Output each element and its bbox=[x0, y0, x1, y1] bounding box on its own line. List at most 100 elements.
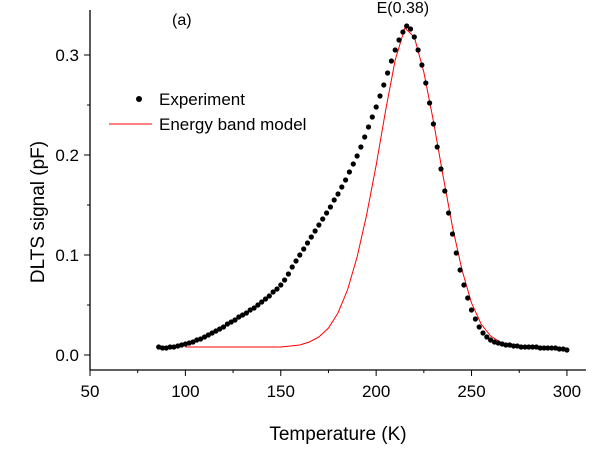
x-tick-label: 50 bbox=[81, 382, 100, 401]
experiment-point bbox=[522, 344, 528, 350]
experiment-point bbox=[259, 299, 265, 305]
experiment-point bbox=[423, 80, 429, 86]
legend: Experiment Energy band model bbox=[109, 90, 306, 134]
experiment-point bbox=[392, 47, 398, 53]
experiment-point bbox=[255, 302, 261, 308]
experiment-point bbox=[549, 345, 555, 351]
experiment-point bbox=[377, 93, 383, 99]
experiment-point bbox=[415, 47, 421, 53]
experiment-point bbox=[362, 134, 368, 140]
experiment-point bbox=[304, 240, 311, 246]
x-tick-label: 100 bbox=[171, 382, 199, 401]
experiment-point bbox=[247, 307, 253, 313]
y-axis-title: DLTS signal (pF) bbox=[28, 141, 49, 283]
y-tick-label: 0.0 bbox=[55, 346, 79, 365]
experiment-point bbox=[430, 121, 436, 127]
experiment-point bbox=[251, 305, 257, 311]
experiment-point bbox=[316, 222, 322, 228]
experiment-point bbox=[510, 343, 517, 349]
x-axis: 50 100 150 200 250 300 bbox=[81, 370, 581, 401]
experiment-point bbox=[278, 282, 284, 288]
legend-experiment-label: Experiment bbox=[159, 90, 245, 109]
experiment-point bbox=[484, 334, 490, 340]
experiment-point bbox=[369, 114, 375, 120]
experiment-point bbox=[270, 289, 276, 295]
y-tick-label: 0.3 bbox=[55, 46, 79, 65]
model-series bbox=[185, 27, 567, 349]
experiment-point bbox=[373, 104, 379, 110]
experiment-point bbox=[453, 250, 459, 256]
panel-label: (a) bbox=[172, 12, 192, 29]
experiment-point bbox=[480, 330, 486, 336]
experiment-point bbox=[434, 144, 440, 150]
experiment-point bbox=[427, 100, 433, 106]
experiment-point bbox=[438, 166, 444, 172]
experiment-point bbox=[297, 252, 303, 258]
experiment-point bbox=[350, 161, 356, 167]
experiment-point bbox=[365, 124, 372, 130]
experiment-point bbox=[335, 191, 341, 197]
experiment-point bbox=[400, 29, 406, 35]
experiment-point bbox=[526, 344, 532, 350]
peak-annotation: E(0.38) bbox=[377, 0, 429, 17]
experiment-point bbox=[358, 144, 364, 150]
experiment-point bbox=[468, 307, 475, 313]
experiment-point bbox=[564, 347, 570, 353]
experiment-point bbox=[446, 210, 452, 216]
experiment-point bbox=[308, 234, 314, 240]
experiment-series bbox=[156, 23, 570, 353]
experiment-point bbox=[449, 231, 456, 237]
x-axis-title: Temperature (K) bbox=[269, 424, 406, 445]
experiment-point bbox=[262, 296, 269, 302]
legend-experiment-marker bbox=[136, 96, 142, 102]
experiment-point bbox=[457, 267, 463, 273]
model-line bbox=[185, 27, 567, 349]
experiment-point bbox=[232, 317, 238, 323]
x-tick-label: 250 bbox=[457, 382, 485, 401]
experiment-point bbox=[537, 345, 543, 351]
experiment-point bbox=[266, 293, 272, 299]
experiment-point bbox=[545, 345, 551, 351]
experiment-point bbox=[327, 204, 333, 210]
x-tick-label: 150 bbox=[267, 382, 295, 401]
experiment-point bbox=[385, 70, 391, 76]
experiment-point bbox=[331, 197, 337, 203]
experiment-point bbox=[293, 258, 299, 264]
experiment-point bbox=[220, 324, 227, 330]
experiment-point bbox=[198, 336, 204, 342]
experiment-point bbox=[419, 62, 425, 68]
experiment-point bbox=[518, 344, 524, 350]
experiment-point bbox=[312, 228, 318, 234]
experiment-point bbox=[289, 264, 295, 270]
experiment-point bbox=[411, 34, 417, 40]
experiment-point bbox=[541, 345, 547, 351]
y-axis: 0.0 0.1 0.2 0.3 bbox=[55, 46, 90, 365]
experiment-point bbox=[324, 210, 330, 216]
experiment-point bbox=[285, 271, 291, 277]
experiment-point bbox=[407, 26, 414, 32]
x-tick-label: 300 bbox=[553, 382, 581, 401]
experiment-point bbox=[530, 344, 536, 350]
experiment-point bbox=[556, 346, 562, 352]
experiment-point bbox=[396, 37, 402, 43]
experiment-point bbox=[404, 23, 410, 29]
experiment-point bbox=[346, 169, 352, 175]
experiment-point bbox=[343, 177, 349, 183]
experiment-point bbox=[274, 286, 280, 292]
plot-frame bbox=[89, 10, 586, 371]
experiment-point bbox=[503, 342, 509, 348]
experiment-point bbox=[442, 188, 448, 194]
experiment-point bbox=[495, 340, 501, 346]
experiment-point bbox=[243, 310, 249, 316]
legend-model-label: Energy band model bbox=[159, 115, 306, 134]
experiment-point bbox=[159, 345, 166, 351]
experiment-point bbox=[388, 58, 394, 64]
x-tick-label: 200 bbox=[362, 382, 390, 401]
experiment-point bbox=[354, 153, 360, 159]
experiment-point bbox=[167, 344, 173, 350]
experiment-point bbox=[381, 82, 387, 88]
experiment-point bbox=[472, 316, 478, 322]
experiment-point bbox=[461, 282, 467, 288]
